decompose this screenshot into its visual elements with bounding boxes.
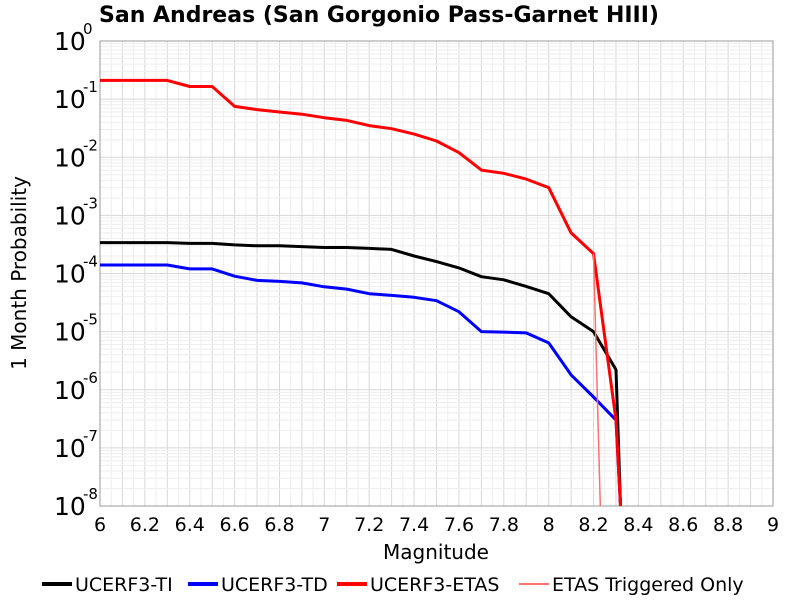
x-tick-label: 8.4 [623, 514, 653, 536]
series-line [100, 241, 622, 507]
y-tick-label: 10-6 [54, 369, 98, 405]
x-tick-labels: 6 6.2 6.4 6.6 6.8 7 7.2 7.4 7.6 7.8 8 8.2 8.4 8.6 8.8 9 [94, 514, 779, 536]
series-line [100, 263, 622, 507]
svg-text:-5: -5 [83, 311, 98, 329]
x-axis-label: Magnitude [383, 540, 489, 564]
svg-text:-4: -4 [83, 253, 98, 271]
svg-text:10: 10 [54, 201, 86, 230]
x-tick-label: 8.8 [713, 514, 743, 536]
svg-text:10: 10 [54, 434, 86, 463]
svg-text:10: 10 [54, 27, 86, 56]
x-tick-label: 7.4 [399, 514, 429, 536]
y-tick-label: 10-7 [54, 427, 98, 463]
chart-title: San Andreas (San Gorgonio Pass-Garnet HI… [99, 3, 659, 28]
svg-text:10: 10 [54, 376, 86, 405]
x-tick-label: 8.6 [668, 514, 698, 536]
y-tick-label: 10-3 [54, 194, 98, 230]
x-tick-label: 7.2 [354, 514, 384, 536]
svg-text:-6: -6 [83, 369, 98, 387]
legend-entry: UCERF3-TD [188, 574, 328, 596]
x-tick-label: 6.8 [264, 514, 294, 536]
svg-text:-8: -8 [83, 485, 98, 503]
y-tick-label: 10-5 [54, 311, 98, 347]
svg-text:-7: -7 [83, 427, 98, 445]
y-axis-label: 1 Month Probability [7, 176, 31, 370]
legend-label: UCERF3-TI [75, 574, 173, 596]
legend-entry: UCERF3-TI [42, 574, 173, 596]
x-tick-label: 9 [767, 514, 779, 536]
y-tick-label: 10-4 [54, 253, 98, 289]
svg-text:10: 10 [54, 318, 86, 347]
svg-text:10: 10 [54, 143, 86, 172]
series-line [592, 253, 602, 507]
x-tick-label: 7.8 [489, 514, 519, 536]
legend-label: ETAS Triggered Only [552, 574, 744, 596]
svg-text:0: 0 [83, 20, 93, 38]
svg-text:-3: -3 [83, 194, 98, 212]
legend-label: UCERF3-ETAS [370, 574, 499, 596]
svg-text:10: 10 [54, 85, 86, 114]
series-line [100, 78, 622, 507]
x-tick-label: 7.6 [444, 514, 474, 536]
x-tick-label: 6.2 [130, 514, 160, 536]
svg-text:10: 10 [54, 260, 86, 289]
x-tick-label: 6 [94, 514, 106, 536]
legend-entry: UCERF3-ETAS [337, 574, 499, 596]
x-tick-label: 8 [543, 514, 555, 536]
legend: UCERF3-TI UCERF3-TD UCERF3-ETAS ETAS Trigge… [42, 574, 744, 596]
legend-label: UCERF3-TD [221, 574, 328, 596]
svg-text:-2: -2 [83, 136, 98, 154]
y-tick-label: 100 [54, 20, 93, 56]
x-tick-label: 6.6 [219, 514, 249, 536]
x-tick-label: 6.4 [175, 514, 205, 536]
plot-area [99, 40, 774, 507]
svg-text:-1: -1 [83, 78, 98, 96]
y-tick-label: 10-2 [54, 136, 98, 172]
svg-text:10: 10 [54, 492, 86, 521]
x-tick-label: 7 [318, 514, 330, 536]
x-tick-label: 8.2 [578, 514, 608, 536]
y-tick-label: 10-1 [54, 78, 98, 114]
legend-entry: ETAS Triggered Only [519, 574, 744, 596]
grid [99, 41, 774, 507]
series-layer [100, 78, 622, 507]
y-tick-label: 10-8 [54, 485, 98, 521]
